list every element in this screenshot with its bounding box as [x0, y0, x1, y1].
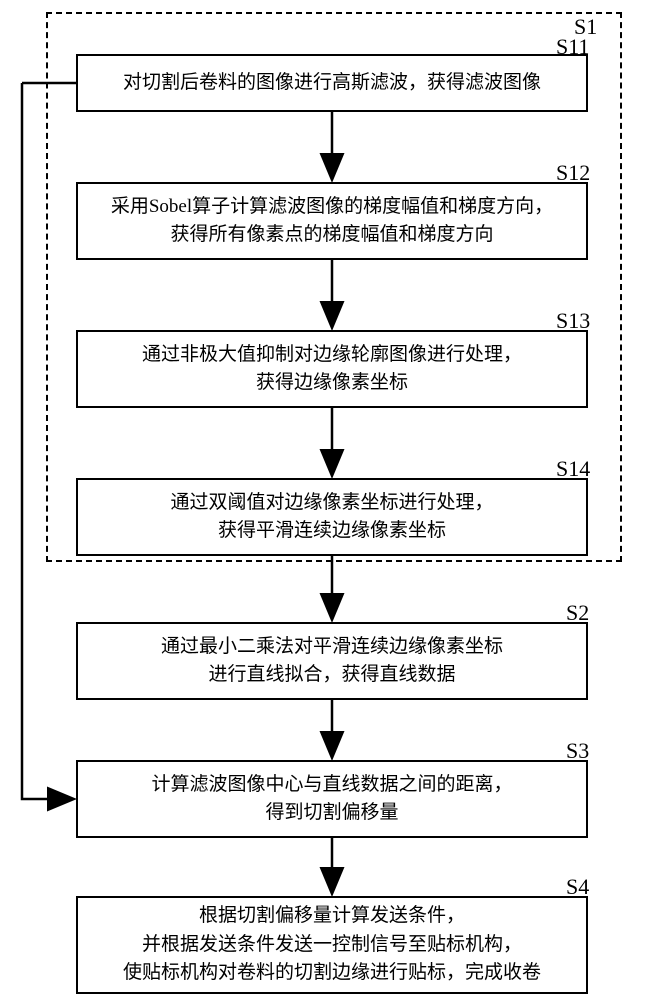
box-s12-text: 采用Sobel算子计算滤波图像的梯度幅值和梯度方向，获得所有像素点的梯度幅值和梯… — [111, 193, 553, 250]
box-s4-text: 根据切割偏移量计算发送条件，并根据发送条件发送一控制信号至贴标机构，使贴标机构对… — [123, 902, 541, 988]
box-s4: 根据切割偏移量计算发送条件，并根据发送条件发送一控制信号至贴标机构，使贴标机构对… — [76, 896, 588, 994]
box-s14: 通过双阈值对边缘像素坐标进行处理，获得平滑连续边缘像素坐标 — [76, 478, 588, 556]
box-s11-text: 对切割后卷料的图像进行高斯滤波，获得滤波图像 — [123, 69, 541, 98]
box-s3-text: 计算滤波图像中心与直线数据之间的距离，得到切割偏移量 — [151, 771, 512, 828]
box-s2: 通过最小二乘法对平滑连续边缘像素坐标进行直线拟合，获得直线数据 — [76, 622, 588, 700]
box-s13: 通过非极大值抑制对边缘轮廓图像进行处理，获得边缘像素坐标 — [76, 330, 588, 408]
box-s2-text: 通过最小二乘法对平滑连续边缘像素坐标进行直线拟合，获得直线数据 — [161, 633, 503, 690]
box-s3: 计算滤波图像中心与直线数据之间的距离，得到切割偏移量 — [76, 760, 588, 838]
box-s11: 对切割后卷料的图像进行高斯滤波，获得滤波图像 — [76, 54, 588, 112]
box-s13-text: 通过非极大值抑制对边缘轮廓图像进行处理，获得边缘像素坐标 — [142, 341, 522, 398]
box-s14-text: 通过双阈值对边缘像素坐标进行处理，获得平滑连续边缘像素坐标 — [170, 489, 493, 546]
box-s12: 采用Sobel算子计算滤波图像的梯度幅值和梯度方向，获得所有像素点的梯度幅值和梯… — [76, 182, 588, 260]
